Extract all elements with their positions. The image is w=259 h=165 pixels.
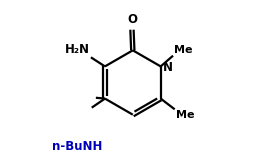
Text: H₂N: H₂N	[65, 43, 90, 56]
Text: O: O	[127, 13, 137, 26]
Text: Me: Me	[176, 110, 195, 120]
Text: N: N	[163, 61, 173, 74]
Text: n-BuNH: n-BuNH	[52, 140, 102, 153]
Text: Me: Me	[174, 45, 193, 55]
